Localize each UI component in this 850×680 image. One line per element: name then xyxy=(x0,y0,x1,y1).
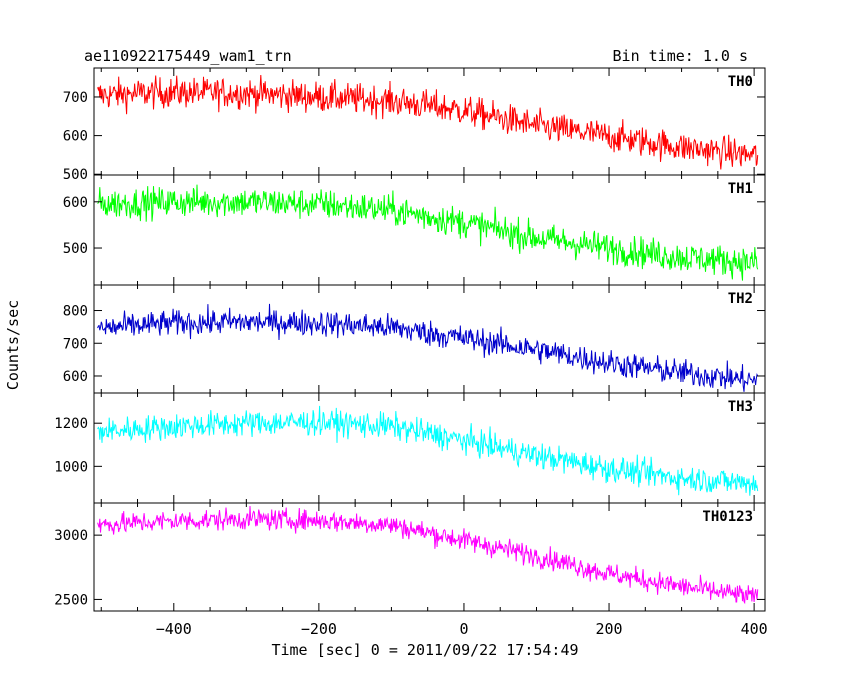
y-axis-label: Counts/sec xyxy=(4,300,22,390)
y-tick-label: 600 xyxy=(63,129,88,145)
x-axis-label: Time [sec] 0 = 2011/09/22 17:54:49 xyxy=(271,641,578,659)
y-tick-label: 600 xyxy=(63,369,88,385)
y-tick-label: 700 xyxy=(63,90,88,106)
x-tick-label: 200 xyxy=(595,620,622,638)
panel-label: TH3 xyxy=(728,399,753,415)
panel-label: TH1 xyxy=(728,181,753,197)
y-tick-label: 1200 xyxy=(54,416,88,432)
panel-frame xyxy=(93,392,766,504)
panel-th0: 500 600 700 TH0 xyxy=(63,67,766,183)
panel-label: TH0123 xyxy=(702,509,753,525)
panel-label: TH0 xyxy=(728,74,753,90)
y-tick-label: 500 xyxy=(63,241,88,257)
y-tick-label: 2500 xyxy=(54,592,88,608)
y-tick-label: 600 xyxy=(63,195,88,211)
panels-group: 500 600 700 TH0 500 600 TH1 600 700 800 TH2 1000 120… xyxy=(54,67,768,638)
panel-th1: 500 600 TH1 xyxy=(63,174,766,286)
series-th2 xyxy=(97,303,759,392)
panel-th2: 600 700 800 TH2 xyxy=(63,284,766,394)
series-th3 xyxy=(97,405,759,496)
y-tick-label: 1000 xyxy=(54,459,88,475)
y-tick-label: 3000 xyxy=(54,528,88,544)
x-tick-label: −400 xyxy=(156,620,192,638)
panel-frame xyxy=(93,502,766,612)
y-tick-label: 800 xyxy=(63,304,88,320)
chart-title: ae110922175449_wam1_trn xyxy=(84,47,292,65)
series-th0123 xyxy=(97,505,759,605)
series-th1 xyxy=(97,184,759,281)
y-tick-label: 700 xyxy=(63,336,88,352)
series-th0 xyxy=(97,74,759,170)
panel-th3: 1000 1200 TH3 xyxy=(54,392,766,504)
x-tick-label: 400 xyxy=(741,620,768,638)
panel-label: TH2 xyxy=(728,291,753,307)
bin-time-label: Bin time: 1.0 s xyxy=(613,47,748,65)
x-tick-label: −200 xyxy=(301,620,337,638)
x-tick-label: 0 xyxy=(459,620,468,638)
panel-th0123: 2500 3000 TH0123 xyxy=(54,502,766,612)
y-tick-label: 500 xyxy=(63,167,88,183)
